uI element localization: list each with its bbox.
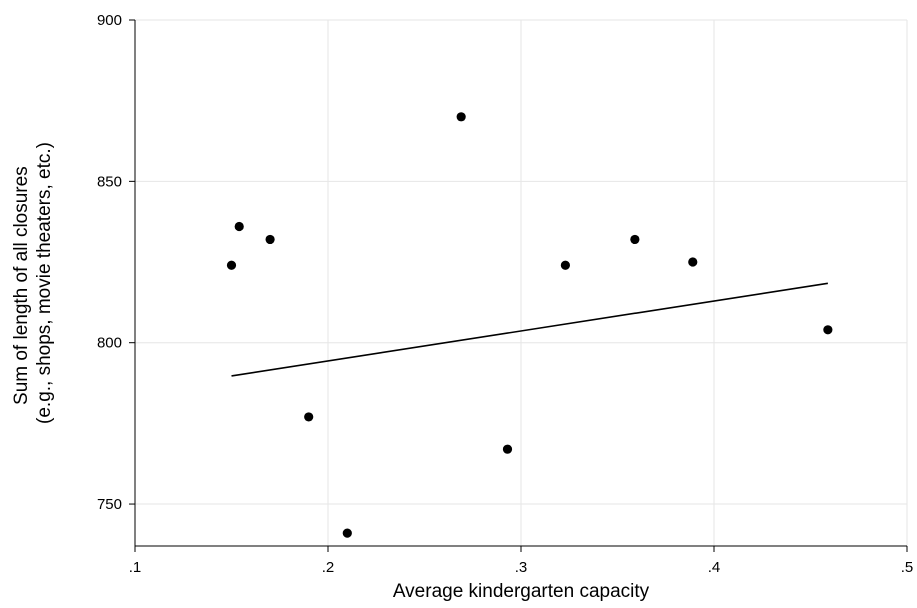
axes [129,19,908,552]
y-tick-label: 900 [97,12,122,29]
x-tick-label: .4 [708,559,721,576]
y-axis-title: Sum of length of all closures (e.g., sho… [11,142,55,424]
tick-labels: .1 .2 .3 .4 .5 750 800 850 900 [97,12,913,576]
data-point [304,412,314,422]
data-point [265,234,275,245]
data-point [456,112,466,122]
data-point [234,221,244,232]
y-axis-title-line-2: (e.g., shops, movie theaters, etc.) [34,142,55,424]
fit-line-layer [231,282,828,377]
y-tick-label: 800 [97,335,122,352]
data-point [688,257,698,267]
y-tick-label: 750 [97,496,122,513]
x-tick-label: .2 [322,559,335,576]
fit-line [231,282,828,377]
data-point [823,325,833,335]
x-tick-label: .5 [901,559,914,576]
data-point [226,260,237,270]
data-point [502,444,513,454]
y-tick-label: 850 [97,173,122,190]
data-points [226,112,833,538]
data-point [342,528,352,538]
x-tick-label: .3 [515,559,528,576]
grid-lines [135,19,908,546]
y-axis-title-line-1: Sum of length of all closures [11,166,32,405]
data-point [560,260,570,270]
data-point [630,234,640,245]
x-tick-label: .1 [129,559,142,576]
x-axis-title: Average kindergarten capacity [393,581,650,602]
